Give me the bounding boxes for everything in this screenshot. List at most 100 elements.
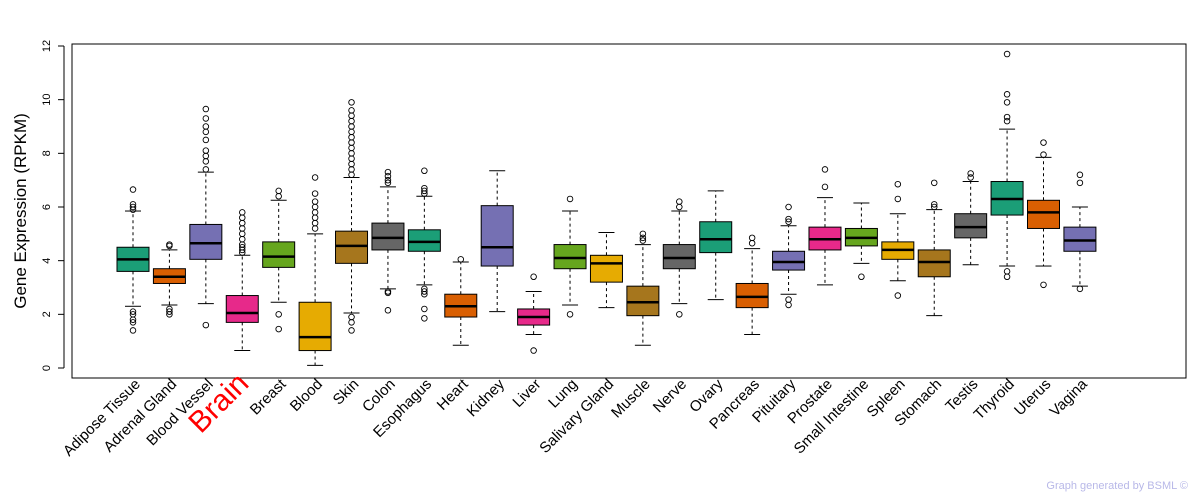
box-iqr — [262, 241, 296, 268]
box-iqr — [626, 285, 660, 317]
box-iqr — [917, 249, 951, 278]
x-tick-label: Breast — [247, 375, 290, 418]
x-tick-label: Nerve — [650, 376, 690, 416]
outlier-point — [967, 174, 974, 181]
outlier-point — [129, 203, 137, 211]
y-axis-label: Gene Expression (RPKM) — [11, 113, 30, 309]
credit-text: Graph generated by BSML © — [1046, 480, 1188, 492]
outlier-point — [129, 327, 137, 334]
box-prostate — [808, 166, 842, 286]
outlier-point — [202, 152, 210, 160]
y-tick-label: 0 — [41, 365, 53, 371]
outlier-point — [1040, 281, 1047, 289]
outlier-point — [202, 136, 210, 144]
outlier-point — [1003, 99, 1011, 106]
box-salivary-gland — [589, 231, 623, 309]
box-nerve — [662, 198, 696, 318]
outlier-point — [1003, 91, 1011, 98]
outlier-point — [894, 180, 902, 188]
outlier-point — [202, 128, 210, 136]
outlier-point — [348, 150, 355, 157]
box-skin — [335, 99, 369, 334]
outlier-point — [785, 296, 792, 303]
box-thyroid — [990, 50, 1024, 281]
outlier-point — [421, 167, 428, 175]
outlier-point — [348, 139, 355, 146]
box-brain — [225, 209, 259, 352]
outlier-point — [275, 325, 282, 333]
outlier-point — [785, 203, 792, 211]
x-tick-label: Thyroid — [971, 376, 1018, 423]
outlier-point — [348, 133, 355, 141]
outlier-point — [421, 184, 428, 192]
outlier-point — [894, 195, 902, 203]
outlier-point — [639, 230, 647, 238]
y-tick-label: 12 — [41, 40, 53, 52]
outlier-point — [639, 237, 647, 244]
outlier-point — [676, 311, 683, 318]
outlier-point — [821, 166, 829, 173]
outlier-point — [239, 214, 246, 221]
box-testis — [954, 170, 988, 266]
outlier-point — [348, 99, 355, 106]
x-tick-label: Liver — [509, 376, 544, 411]
outlier-point — [530, 273, 537, 281]
outlier-point — [129, 308, 137, 315]
box-iqr — [371, 222, 405, 251]
outlier-point — [1076, 179, 1084, 187]
y-tick-label: 4 — [41, 258, 53, 264]
box-iqr — [735, 282, 769, 309]
box-iqr — [189, 223, 223, 260]
outlier-point — [239, 225, 246, 232]
outlier-point — [202, 158, 210, 165]
box-stomach — [917, 179, 951, 317]
outlier-point — [384, 172, 392, 180]
box-muscle — [626, 230, 660, 346]
outlier-point — [239, 230, 246, 238]
outlier-point — [311, 219, 319, 227]
outlier-point — [166, 241, 173, 248]
x-tick-label: Blood — [287, 376, 326, 415]
box-iqr — [772, 250, 806, 271]
outlier-point — [311, 209, 319, 216]
outlier-point — [348, 117, 355, 125]
box-iqr — [480, 205, 514, 267]
outlier-point — [639, 234, 647, 242]
outlier-point — [384, 168, 392, 176]
outlier-point — [202, 321, 210, 329]
y-tick-label: 8 — [41, 150, 53, 156]
box-kidney — [480, 170, 514, 313]
outlier-point — [930, 203, 938, 211]
box-heart — [444, 256, 478, 346]
outlier-point — [202, 115, 210, 122]
outlier-point — [384, 176, 392, 184]
outlier-point — [275, 187, 282, 195]
box-iqr — [589, 254, 623, 283]
outlier-point — [967, 170, 974, 177]
outlier-point — [166, 305, 173, 313]
box-pancreas — [735, 234, 769, 335]
outlier-point — [348, 144, 355, 152]
box-lung — [553, 195, 587, 318]
outlier-point — [384, 307, 392, 314]
y-tick-label: 6 — [41, 204, 53, 210]
outlier-point — [311, 198, 319, 205]
outlier-point — [676, 198, 683, 205]
outlier-point — [421, 288, 428, 295]
outlier-point — [384, 179, 392, 187]
outlier-point — [785, 218, 792, 226]
x-tick-label: Muscle — [608, 376, 654, 422]
box-uterus — [1027, 139, 1060, 289]
outlier-point — [348, 313, 355, 321]
box-breast — [262, 187, 296, 333]
box-spleen — [881, 180, 915, 299]
x-tick-label: Skin — [330, 376, 363, 409]
outlier-point — [239, 243, 246, 251]
box-iqr — [298, 301, 332, 352]
outlier-point — [202, 123, 210, 130]
outlier-point — [202, 147, 210, 154]
outlier-point — [785, 215, 792, 223]
outlier-point — [1076, 171, 1084, 179]
outlier-point — [202, 166, 210, 173]
